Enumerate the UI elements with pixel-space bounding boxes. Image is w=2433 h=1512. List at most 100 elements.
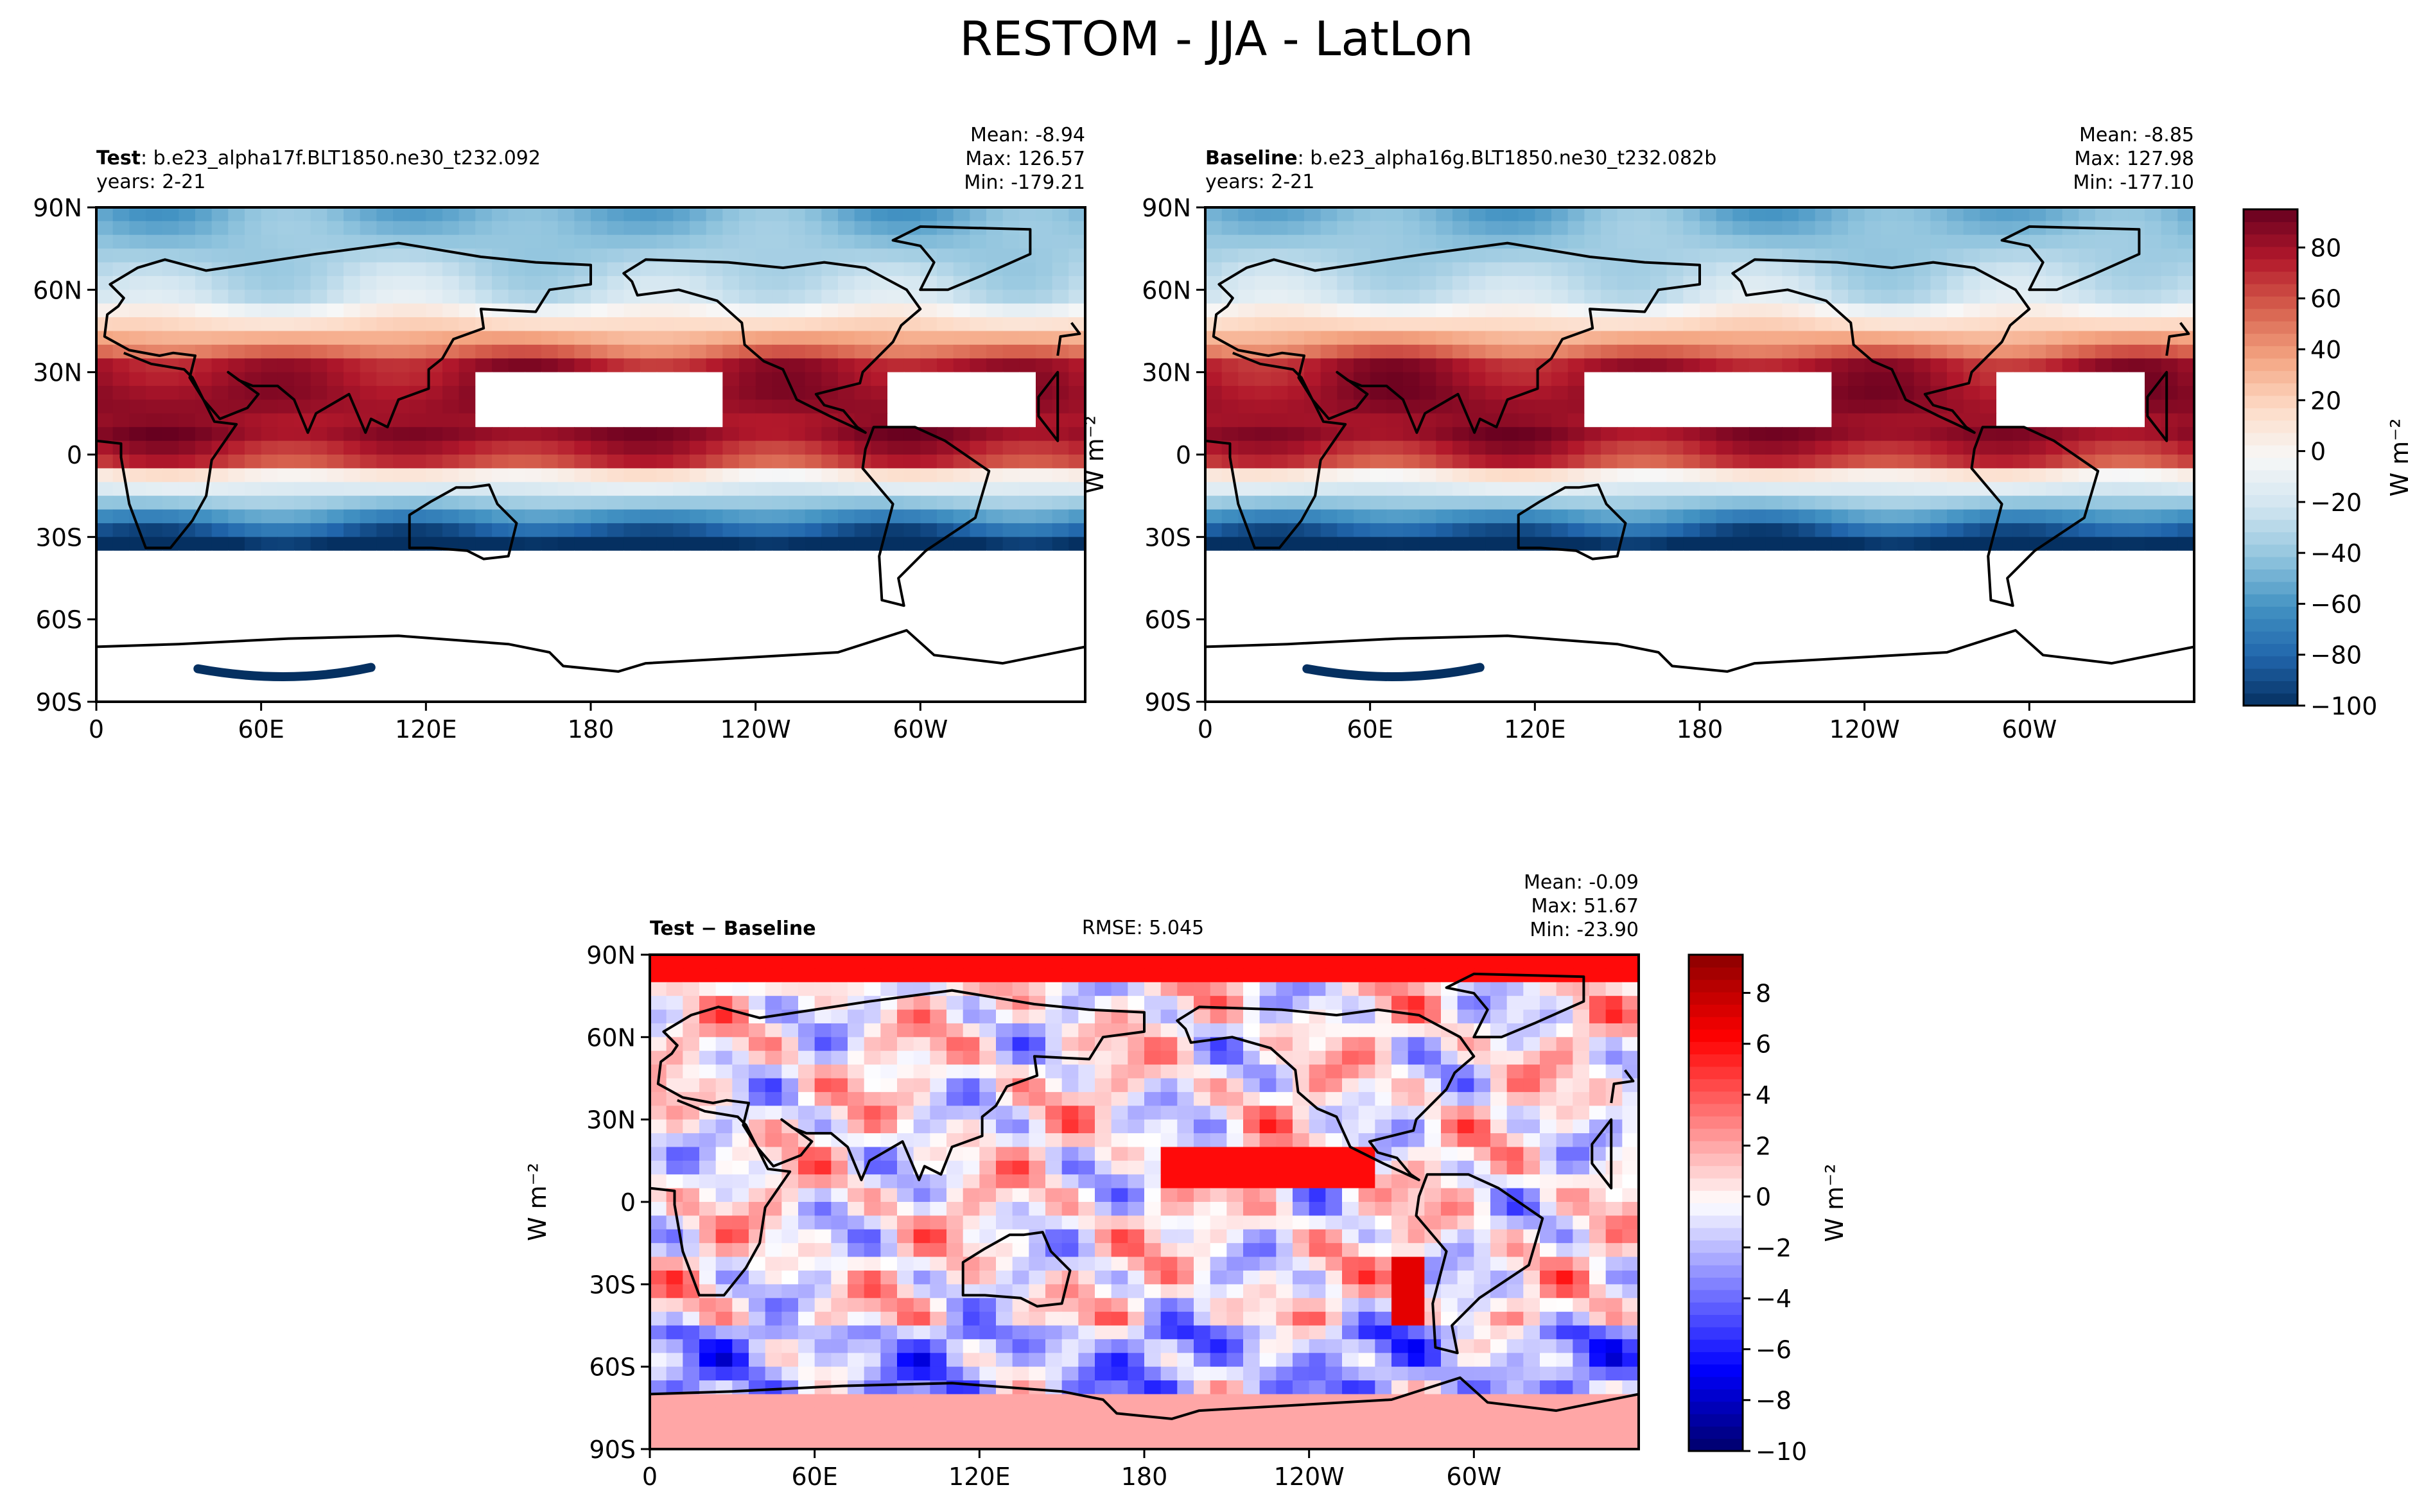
heatmap-cell	[1782, 455, 1799, 469]
heatmap-cell	[1160, 1064, 1178, 1079]
heatmap-cell	[376, 605, 394, 620]
heatmap-cell	[2079, 399, 2096, 414]
heatmap-cell	[1799, 578, 1816, 593]
heatmap-cell	[1831, 427, 1849, 442]
heatmap-cell	[1765, 564, 1783, 579]
heatmap-cell	[1617, 290, 1635, 304]
heatmap-cell	[1765, 647, 1783, 661]
heatmap-cell	[607, 344, 625, 360]
heatmap-cell	[1848, 275, 1865, 291]
heatmap-cell	[1996, 440, 2014, 455]
heatmap-cell	[722, 591, 740, 607]
heatmap-cell	[1078, 996, 1095, 1011]
heatmap-cell	[1881, 564, 1898, 579]
heatmap-cell	[1271, 399, 1289, 414]
heatmap-cell	[607, 564, 625, 579]
heatmap-cell	[393, 523, 410, 538]
heatmap-cell	[1068, 550, 1085, 565]
heatmap-cell	[871, 413, 888, 428]
heatmap-cell	[2046, 468, 2063, 483]
heatmap-cell	[656, 591, 674, 607]
heatmap-cell	[798, 1064, 815, 1079]
heatmap-cell	[1666, 647, 1684, 661]
heatmap-cell	[211, 221, 229, 236]
heatmap-cell	[2079, 564, 2096, 579]
colorbar-step	[2244, 358, 2298, 371]
heatmap-cell	[112, 660, 130, 675]
heatmap-cell	[1666, 440, 1684, 455]
heatmap-cell	[1052, 262, 1070, 277]
heatmap-cell	[1930, 496, 1948, 510]
heatmap-cell	[1897, 591, 1915, 607]
heatmap-cell	[96, 537, 114, 552]
heatmap-cell	[2029, 372, 2046, 387]
heatmap-cell	[1881, 523, 1898, 538]
heatmap-cell	[146, 496, 163, 510]
heatmap-cell	[1799, 619, 1816, 634]
heatmap-cell	[591, 605, 608, 620]
heatmap-cell	[673, 496, 690, 510]
diff-label-bold: Test − Baseline	[650, 917, 816, 940]
heatmap-cell	[789, 427, 806, 442]
heatmap-cell	[1605, 1023, 1623, 1038]
heatmap-cell	[1601, 591, 1618, 607]
heatmap-cell	[508, 275, 526, 291]
heatmap-cell	[492, 688, 509, 702]
heatmap-cell	[557, 647, 575, 661]
heatmap-cell	[1375, 996, 1392, 1011]
heatmap-cell	[970, 591, 987, 607]
heatmap-cell	[789, 372, 806, 387]
heatmap-cell	[1551, 468, 1569, 483]
heatmap-cell	[1354, 413, 1371, 428]
heatmap-cell	[2161, 386, 2179, 401]
heatmap-cell	[360, 303, 378, 318]
heatmap-cell	[1436, 331, 1453, 345]
heatmap-cell	[1502, 331, 1519, 345]
heatmap-cell	[722, 303, 740, 318]
heatmap-cell	[1980, 317, 1997, 332]
heatmap-cell	[1551, 578, 1569, 593]
heatmap-cell	[1584, 358, 1601, 373]
heatmap-cell	[1650, 537, 1668, 552]
heatmap-cell	[1408, 1050, 1426, 1065]
heatmap-cell	[1765, 605, 1783, 620]
heatmap-cell	[1700, 290, 1717, 304]
heatmap-cell	[1019, 591, 1036, 607]
heatmap-cell	[805, 523, 823, 538]
heatmap-cell	[1177, 1037, 1194, 1052]
heatmap-cell	[112, 413, 130, 428]
heatmap-cell	[1535, 248, 1552, 263]
heatmap-cell	[1255, 248, 1272, 263]
heatmap-cell	[442, 358, 460, 373]
heatmap-cell	[706, 386, 724, 401]
heatmap-cell	[492, 262, 509, 277]
heatmap-cell	[970, 413, 987, 428]
heatmap-cell	[2095, 344, 2113, 360]
heatmap-cell	[1947, 440, 1964, 455]
colorbar-step	[2244, 507, 2298, 520]
heatmap-cell	[1485, 372, 1503, 387]
heatmap-cell	[393, 578, 410, 593]
heatmap-cell	[2111, 496, 2129, 510]
heatmap-cell	[2012, 344, 2030, 360]
heatmap-cell	[195, 482, 213, 496]
heatmap-cell	[1485, 564, 1503, 579]
heatmap-cell	[277, 234, 295, 249]
heatmap-cell	[805, 482, 823, 496]
heatmap-cell	[1276, 996, 1293, 1011]
heatmap-cell	[1551, 234, 1569, 249]
heatmap-cell	[1325, 996, 1343, 1011]
heatmap-cell	[937, 619, 954, 634]
heatmap-cell	[2145, 303, 2162, 318]
heatmap-cell	[1848, 468, 1865, 483]
heatmap-cell	[1930, 509, 1948, 524]
heatmap-cell	[1749, 331, 1766, 345]
heatmap-cell	[1485, 496, 1503, 510]
heatmap-cell	[624, 386, 641, 401]
heatmap-cell	[360, 564, 378, 579]
heatmap-cell	[1002, 550, 1020, 565]
heatmap-cell	[706, 509, 724, 524]
heatmap-cell	[1666, 455, 1684, 469]
heatmap-cell	[1002, 537, 1020, 552]
heatmap-cell	[360, 248, 378, 263]
